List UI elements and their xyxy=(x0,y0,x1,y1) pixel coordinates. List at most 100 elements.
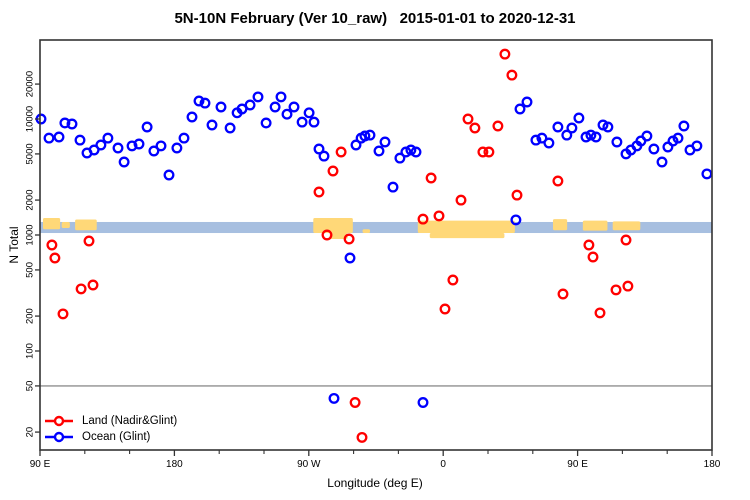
ocean-data-point xyxy=(186,111,198,123)
ocean-data-point xyxy=(155,140,167,152)
land-data-point xyxy=(455,194,467,206)
ocean-data-point xyxy=(260,117,272,129)
land-data-point xyxy=(622,280,634,292)
ocean-data-point xyxy=(43,132,55,144)
ocean-data-point xyxy=(656,156,668,168)
land-data-point xyxy=(462,113,474,125)
ocean-data-point xyxy=(400,146,412,158)
legend: Land (Nadir&Glint) Ocean (Glint) xyxy=(44,413,177,445)
ocean-data-point xyxy=(102,132,114,144)
ocean-data-point xyxy=(580,131,592,143)
ocean-data-point xyxy=(410,146,422,158)
y-tick-label: 500 xyxy=(25,262,36,278)
land-patch xyxy=(417,220,515,233)
land-data-point xyxy=(583,239,595,251)
land-patch xyxy=(552,219,568,231)
ocean-data-point xyxy=(88,144,100,156)
x-tick-label: 0 xyxy=(440,459,446,470)
ocean-data-point xyxy=(590,131,602,143)
land-data-point xyxy=(447,274,459,286)
ocean-data-point xyxy=(244,99,256,111)
ocean-data-point xyxy=(552,121,564,133)
land-data-point xyxy=(492,120,504,132)
ocean-data-point xyxy=(561,129,573,141)
ocean-data-point xyxy=(308,116,320,128)
ocean-data-point xyxy=(602,121,614,133)
ocean-data-point xyxy=(171,142,183,154)
ocean-data-point xyxy=(536,132,548,144)
land-data-point xyxy=(313,186,325,198)
ocean-data-point xyxy=(303,107,315,119)
y-tick-label: 1000 xyxy=(25,224,36,245)
ocean-data-point xyxy=(641,130,653,142)
ocean-data-point xyxy=(530,134,542,146)
ocean-data-point xyxy=(236,103,248,115)
land-data-point xyxy=(356,431,368,443)
ocean-data-point xyxy=(313,143,325,155)
ocean-data-point xyxy=(53,131,65,143)
ocean-data-point xyxy=(206,119,218,131)
chart-title: 5N-10N February (Ver 10_raw) 2015-01-01 … xyxy=(174,10,576,27)
land-data-point xyxy=(49,252,61,264)
ocean-data-point xyxy=(566,122,578,134)
ocean-data-point xyxy=(678,120,690,132)
legend-label-land: Land (Nadir&Glint) xyxy=(82,415,178,427)
land-data-point xyxy=(477,146,489,158)
ocean-data-point xyxy=(373,145,385,157)
ocean-data-point xyxy=(510,214,522,226)
land-patch xyxy=(75,219,97,231)
ocean-data-point xyxy=(417,397,429,408)
ocean-data-point xyxy=(269,101,281,113)
land-data-point xyxy=(327,165,339,177)
land-patch xyxy=(61,222,70,228)
ocean-data-point xyxy=(672,132,684,144)
ocean-data-point xyxy=(59,117,71,129)
ocean-data-point xyxy=(288,101,300,113)
ocean-data-point xyxy=(95,139,107,151)
x-tick-label: 180 xyxy=(166,459,183,470)
legend-item-ocean: Ocean (Glint) xyxy=(44,429,177,445)
ocean-data-point xyxy=(163,169,175,181)
ocean-data-point xyxy=(328,392,340,404)
y-tick-label: 5000 xyxy=(25,143,36,164)
ocean-data-point xyxy=(387,181,399,193)
ocean-marker-icon xyxy=(45,431,73,443)
land-patch xyxy=(329,232,348,239)
land-data-point xyxy=(87,279,99,291)
ocean-data-point xyxy=(573,112,585,124)
land-patch xyxy=(429,232,505,239)
land-data-point xyxy=(433,210,445,222)
land-patch xyxy=(313,218,353,233)
land-data-point xyxy=(83,235,95,247)
ocean-data-point xyxy=(215,101,227,113)
y-tick-label: 2000 xyxy=(25,190,36,211)
x-tick-label: 90 E xyxy=(30,459,51,470)
land-patch xyxy=(582,220,608,231)
ocean-data-point xyxy=(648,143,660,155)
ocean-data-point xyxy=(118,156,130,168)
ocean-data-point xyxy=(281,108,293,120)
legend-item-land: Land (Nadir&Glint) xyxy=(44,413,177,429)
ocean-data-point xyxy=(148,145,160,157)
ocean-data-point xyxy=(112,142,124,154)
land-data-point xyxy=(75,283,87,295)
ocean-data-point xyxy=(364,129,376,141)
ocean-data-point xyxy=(199,97,211,109)
ocean-data-point xyxy=(141,121,153,133)
ocean-data-point xyxy=(66,118,78,130)
ocean-data-point xyxy=(405,144,417,156)
land-data-point xyxy=(57,308,69,320)
land-data-point xyxy=(425,172,437,184)
x-tick-label: 180 xyxy=(704,459,721,470)
ocean-band xyxy=(40,221,712,234)
ocean-data-point xyxy=(394,152,406,164)
y-tick-label: 10000 xyxy=(25,106,36,132)
land-data-point xyxy=(552,175,564,187)
land-data-point xyxy=(349,397,361,408)
ocean-data-point xyxy=(701,168,713,180)
ocean-data-point xyxy=(74,134,86,146)
y-tick-label: 100 xyxy=(25,343,36,359)
land-data-point xyxy=(439,303,451,315)
